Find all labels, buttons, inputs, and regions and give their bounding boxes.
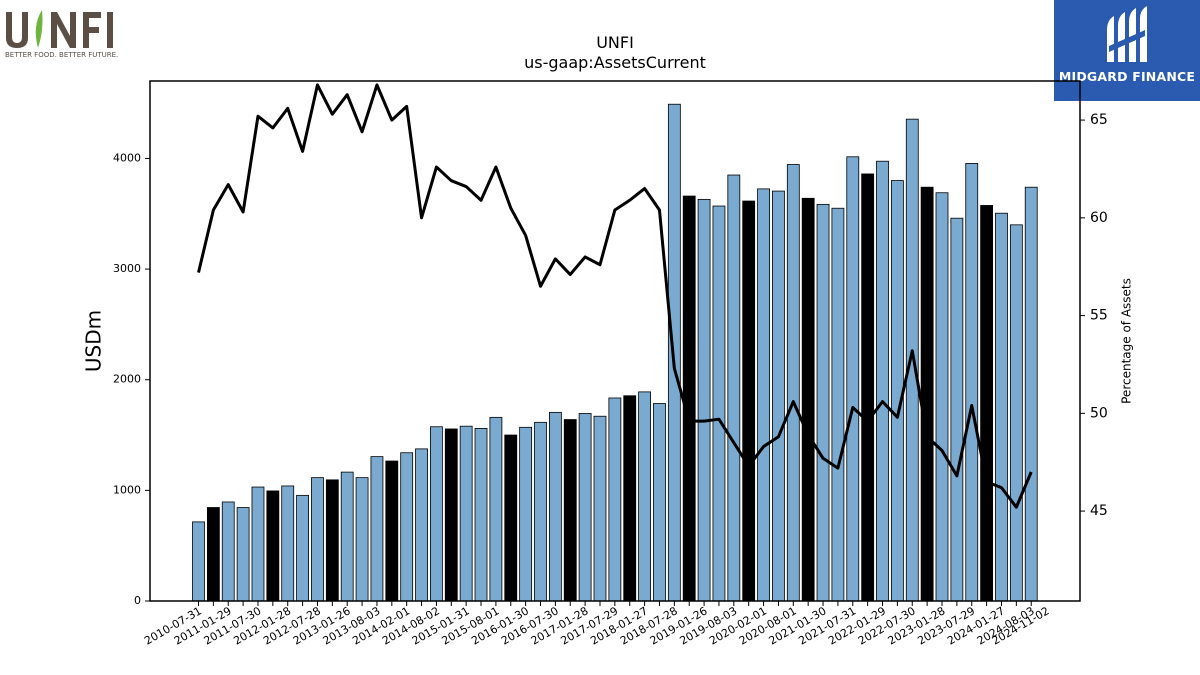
bar-2017-10-28 [623,395,637,602]
bar-2022-04-30 [890,180,904,602]
bar-2017-07-29 [608,397,622,602]
bar-2023-07-29 [965,163,979,602]
bar-2011-01-29 [221,501,235,602]
chart-title: UNFI [596,33,634,52]
bar-2020-08-01 [786,164,800,602]
bar-2012-04-28 [296,494,309,602]
x-axis: 2010-07-312011-01-292011-07-302012-01-28… [142,601,1052,648]
y2-tick-label: 60 [1090,210,1108,226]
bar-2013-04-27 [355,477,369,602]
midgard-finance-wordmark: MIDGARD FINANCE [1058,69,1196,84]
y2-tick-label: 50 [1090,405,1108,421]
y2-tick-label: 45 [1090,503,1108,519]
bar-2010-07-31 [192,521,205,602]
unfi-logo: BETTER FOOD. BETTER FUTURE. [4,4,128,62]
bar-2014-02-01 [400,452,414,602]
bars-layer [192,103,1038,602]
bar-2014-08-02 [430,426,443,602]
bar-2021-10-30 [861,173,875,602]
bar-2016-04-30 [534,421,547,602]
midgard-finance-mark-icon [1107,6,1147,62]
bar-2015-05-02 [474,427,488,602]
y-axis-right: 45 50 55 60 65 [1080,112,1108,519]
bar-2012-01-28 [281,485,295,602]
bar-2020-10-31 [801,197,815,602]
bar-2016-01-30 [519,426,533,602]
bar-2016-10-29 [563,419,577,602]
bar-2013-11-02 [385,460,399,602]
bar-2022-07-30 [905,118,919,602]
y-axis-left: 0 1000 2000 3000 4000 [113,151,150,607]
bar-2014-05-03 [415,448,428,602]
bar-2023-01-28 [935,192,949,602]
y-tick-label: 2000 [113,373,141,386]
y-tick-label: 0 [134,594,141,607]
bar-2024-01-27 [995,212,1008,602]
bar-2019-11-02 [742,200,756,602]
line-layer [197,83,1033,509]
y-tick-label: 4000 [113,151,141,164]
bar-2015-08-01 [489,416,503,602]
bar-2022-01-29 [876,160,889,602]
bar-2011-10-29 [266,490,280,602]
y-tick-label: 3000 [113,262,141,275]
bar-2017-01-28 [578,413,592,602]
bar-2011-04-30 [236,507,250,602]
bar-2020-05-02 [772,190,785,602]
bar-2018-10-27 [682,195,696,602]
bar-2011-07-30 [251,486,265,602]
bar-2016-07-30 [548,411,562,602]
bar-2017-04-29 [593,415,607,602]
y-tick-label: 1000 [113,483,141,496]
bar-2015-10-31 [504,434,518,602]
unfi-tagline: BETTER FOOD. BETTER FUTURE. [5,51,118,59]
bar-2018-04-28 [653,403,666,602]
y2-tick-label: 65 [1090,112,1108,128]
bar-2012-10-27 [325,479,339,602]
bar-2018-01-27 [638,391,651,602]
unfi-logo-mark: BETTER FOOD. BETTER FUTURE. [5,10,118,59]
bar-2019-04-27 [712,205,726,602]
midgard-finance-logo: MIDGARD FINANCE [1054,0,1200,101]
bar-2024-04-27 [1009,224,1023,602]
bar-2012-07-28 [311,477,324,602]
bar-2019-08-03 [727,174,741,602]
bar-2024-08-03 [1024,186,1038,602]
bar-2015-01-31 [459,425,473,602]
bar-2014-11-01 [444,428,458,602]
percent-of-assets-line [197,83,1033,509]
y2-tick-label: 55 [1090,308,1108,324]
bar-2023-10-28 [980,205,994,602]
bar-2020-02-01 [757,188,770,602]
bar-2022-10-29 [920,186,934,602]
bar-2013-08-03 [370,456,384,602]
bar-2019-01-26 [697,198,711,602]
bar-2021-07-31 [846,156,860,602]
y2-axis-label: Percentage of Assets [1120,278,1134,404]
chart-subtitle: us-gaap:AssetsCurrent [524,53,706,72]
bar-2021-05-01 [831,207,845,602]
y-axis-label: USDm [82,310,106,372]
bar-2013-01-26 [340,471,354,602]
bar-2023-04-29 [950,217,964,602]
bar-2021-01-30 [816,203,830,602]
bar-2010-10-30 [206,507,220,602]
